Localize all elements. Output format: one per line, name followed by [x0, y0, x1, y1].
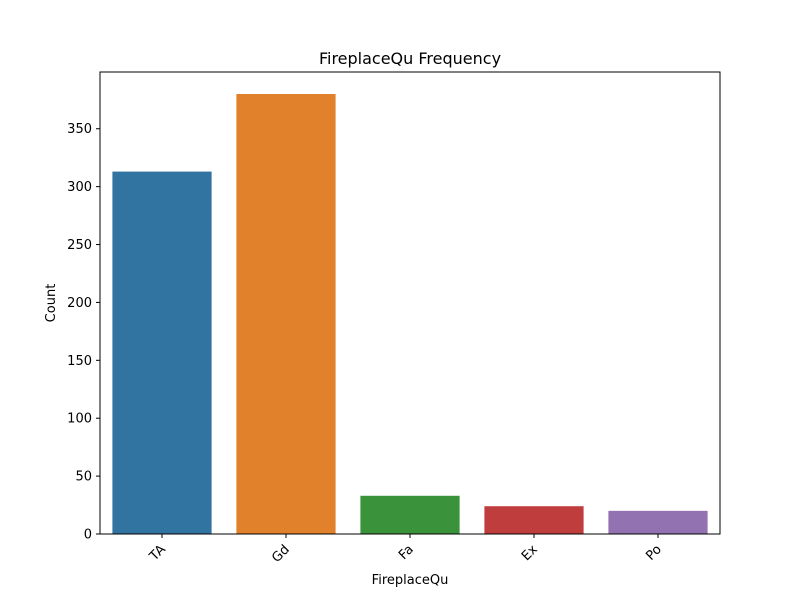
y-axis-label: Count: [44, 284, 59, 323]
x-tick-label: Po: [643, 542, 664, 563]
x-tick-label: Ex: [519, 542, 541, 564]
bars-group: [112, 94, 708, 534]
bar-ex: [484, 506, 584, 534]
x-tick-label: TA: [146, 542, 169, 565]
chart-title: FireplaceQu Frequency: [319, 49, 501, 68]
x-tick-label: Gd: [269, 542, 293, 566]
y-tick-label: 300: [67, 180, 92, 195]
y-tick-label: 200: [67, 296, 92, 311]
x-axis: TA Gd Fa Ex Po: [146, 534, 665, 566]
y-tick-label: 150: [67, 354, 92, 369]
y-tick-label: 50: [75, 470, 92, 485]
x-axis-label: FireplaceQu: [372, 573, 449, 588]
y-tick-label: 250: [67, 238, 92, 253]
bar-po: [608, 510, 708, 534]
bar-gd: [236, 94, 336, 534]
y-tick-label: 350: [67, 122, 92, 137]
plot-frame: [99, 71, 721, 535]
x-tick-label: Fa: [396, 542, 417, 563]
y-tick-label: 100: [67, 412, 92, 427]
bar-fa: [360, 495, 460, 534]
bar-ta: [112, 171, 212, 534]
y-axis: 0 50 100 150 200 250 300 350: [67, 122, 100, 543]
y-tick-label: 0: [84, 528, 92, 543]
